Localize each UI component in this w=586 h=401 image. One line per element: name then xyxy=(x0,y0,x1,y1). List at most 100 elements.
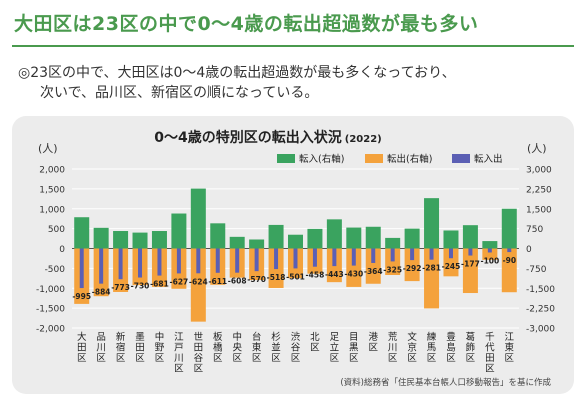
bar-outflow xyxy=(404,248,420,282)
bar-inflow xyxy=(326,219,342,249)
bar-inflow xyxy=(113,231,129,249)
net-value-label: -292 xyxy=(403,264,422,273)
right-tick-label: 2,250 xyxy=(526,185,552,195)
bar-net xyxy=(118,248,123,280)
net-value-label: -100 xyxy=(480,256,499,265)
bar-net xyxy=(448,248,453,259)
category-label: 千代田区 xyxy=(485,332,495,375)
category-label: 港区 xyxy=(368,331,378,354)
bar-net xyxy=(468,248,473,256)
page-title: 大田区は23区の中で0～4歳の転出超過数が最も多い xyxy=(14,13,479,35)
title-underline xyxy=(12,45,574,47)
bar-net xyxy=(429,248,434,260)
bar-net xyxy=(274,248,279,270)
bar-inflow xyxy=(249,239,265,249)
left-tick-label: 2,000 xyxy=(39,166,65,176)
bar-inflow xyxy=(288,234,303,249)
net-value-label: -681 xyxy=(150,280,169,289)
bar-inflow xyxy=(151,231,167,249)
bar-net xyxy=(254,248,259,272)
category-label: 豊島区 xyxy=(446,331,456,364)
left-tick-label: 1,000 xyxy=(39,205,65,215)
bar-outflow xyxy=(385,248,401,275)
bar-outflow xyxy=(501,248,517,293)
category-label: 北区 xyxy=(310,332,320,354)
category-label: 葛飾区 xyxy=(466,331,476,364)
chart-title-main: 0～4歳の特別区の転出入状況 xyxy=(154,129,341,146)
bar-inflow xyxy=(385,237,401,249)
category-label: 世田谷区 xyxy=(194,331,204,375)
net-value-label: -570 xyxy=(247,275,266,284)
bar-net xyxy=(312,248,317,267)
summary-line-1: ◎23区の中で、大田区は0～4歳の転出超過数が最も多くなっており、 xyxy=(18,65,456,81)
summary-line-2: 次いで、品川区、新宿区の順になっている。 xyxy=(40,85,319,101)
bar-inflow xyxy=(93,227,109,249)
net-value-label: -430 xyxy=(344,270,363,279)
bar-net xyxy=(99,248,104,284)
chart-title: 0～4歳の特別区の転出入状況 (2022) xyxy=(154,129,381,146)
bar-inflow xyxy=(404,228,420,249)
category-label: 杉並区 xyxy=(271,331,281,364)
net-value-label: -884 xyxy=(92,288,111,297)
header: 大田区は23区の中で0～4歳の転出超過数が最も多い xyxy=(0,0,586,48)
bar-net xyxy=(410,248,415,261)
net-value-label: -177 xyxy=(461,260,480,269)
right-tick-label: -1,500 xyxy=(526,285,555,295)
category-label: 江東区 xyxy=(505,332,515,364)
net-value-label: -281 xyxy=(422,264,441,273)
bar-net xyxy=(176,248,181,274)
category-label: 江戸川区 xyxy=(174,332,184,375)
bar-inflow xyxy=(443,230,459,249)
bar-outflow xyxy=(482,248,498,260)
bar-inflow xyxy=(190,188,206,249)
bar-net xyxy=(235,248,240,273)
bar-net xyxy=(293,248,298,269)
legend-label: 転入(右軸) xyxy=(299,153,344,165)
legend-swatch xyxy=(277,154,295,163)
left-tick-label: 1,500 xyxy=(39,185,65,195)
category-label: 渋谷区 xyxy=(291,331,301,364)
category-label: 中央区 xyxy=(232,331,242,364)
net-value-label: -443 xyxy=(325,270,344,279)
category-label: 墨田区 xyxy=(135,332,145,364)
bar-inflow xyxy=(268,224,284,249)
category-label: 中野区 xyxy=(155,331,165,364)
bar-inflow xyxy=(501,208,517,249)
right-tick-label: -750 xyxy=(526,265,547,275)
category-label: 練馬区 xyxy=(427,331,437,364)
net-value-label: -608 xyxy=(228,277,247,286)
bar-net xyxy=(487,248,492,253)
bar-inflow xyxy=(482,241,498,249)
net-value-label: -518 xyxy=(267,273,286,282)
legend-swatch xyxy=(452,154,470,163)
bar-inflow xyxy=(365,226,381,249)
bar-net xyxy=(138,248,143,278)
bar-outflow xyxy=(346,248,362,287)
category-label: 目黒区 xyxy=(349,332,359,364)
right-axis-unit: (人) xyxy=(527,142,547,155)
bar-net xyxy=(351,248,356,266)
left-tick-label: 0 xyxy=(59,245,65,255)
net-value-label: -611 xyxy=(208,277,227,286)
bar-net xyxy=(196,248,201,274)
bar-inflow xyxy=(307,228,323,249)
category-label: 大田区 xyxy=(77,331,87,364)
bar-inflow xyxy=(171,213,187,249)
category-label: 板橋区 xyxy=(213,331,223,364)
bar-inflow xyxy=(74,217,90,249)
bar-outflow xyxy=(190,248,206,322)
net-value-label: -458 xyxy=(306,271,325,280)
left-tick-label: -2,000 xyxy=(36,325,65,335)
net-value-label: -245 xyxy=(442,262,461,271)
right-tick-label: -2,250 xyxy=(526,305,555,315)
right-tick-label: 3,000 xyxy=(526,166,552,176)
bar-net xyxy=(371,248,376,263)
net-value-label: -325 xyxy=(383,265,402,274)
bar-net xyxy=(79,248,84,289)
bar-inflow xyxy=(346,227,362,249)
net-value-label: -501 xyxy=(286,272,305,281)
category-label: 新宿区 xyxy=(116,331,126,364)
left-tick-label: 500 xyxy=(48,225,65,235)
source-note: (資料)総務省「住民基本台帳人口移動報告」を基に作成 xyxy=(340,377,551,388)
